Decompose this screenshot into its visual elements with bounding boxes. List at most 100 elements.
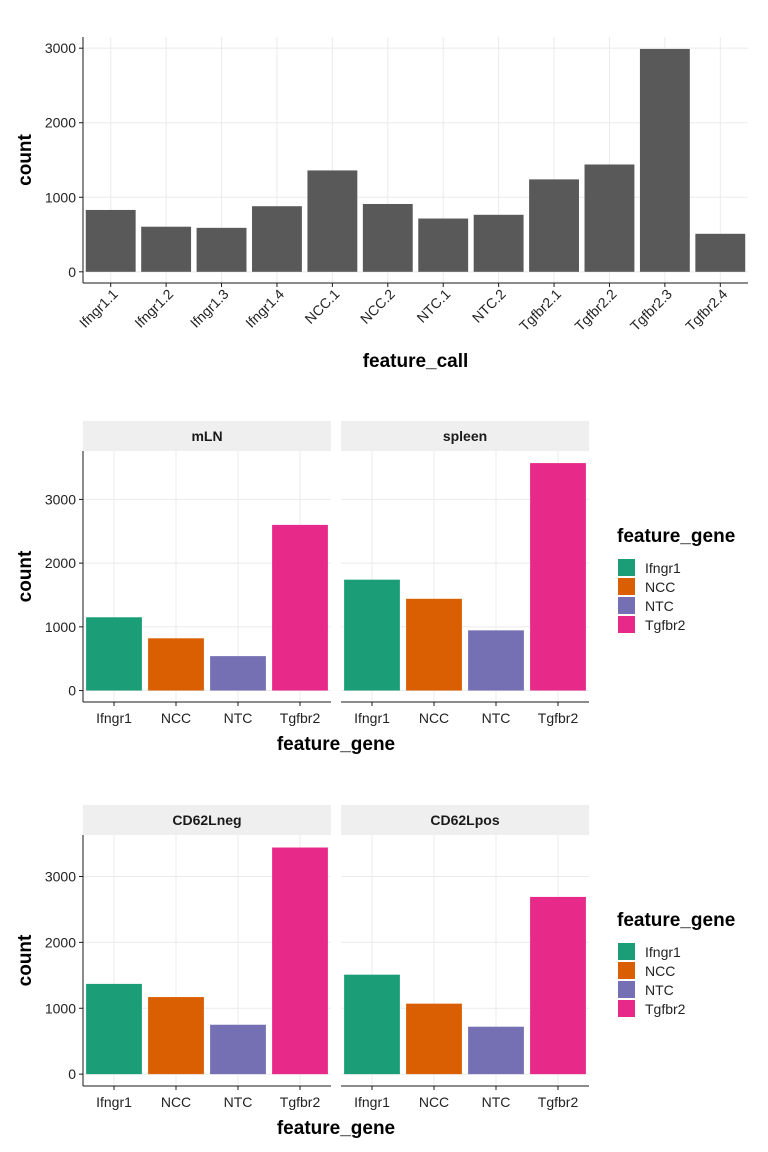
y-axis-title: count — [15, 934, 36, 986]
legend-key-Ifngr1 — [618, 559, 635, 576]
legend-label: NTC — [645, 982, 674, 998]
y-tick-label: 0 — [68, 1066, 76, 1082]
facet-strip-label: mLN — [191, 428, 222, 444]
facet-strip-label: CD62Lpos — [430, 812, 499, 828]
legend-key-Tgfbr2 — [618, 1000, 635, 1017]
y-axis-title: count — [15, 133, 36, 185]
x-axis-title: feature_gene — [277, 1118, 395, 1139]
x-axis-title: feature_gene — [277, 734, 395, 755]
bar-spleen-Ifngr1 — [344, 579, 400, 691]
x-tick-label: Ifngr1 — [354, 710, 390, 726]
legend: feature_gene Ifngr1 NCC NTC Tgfbr2 — [617, 526, 735, 633]
y-tick-label: 2000 — [45, 115, 76, 131]
x-tick-label: Ifngr1.4 — [242, 286, 287, 331]
facet-strip — [83, 421, 331, 451]
bar-spleen-NTC — [468, 630, 524, 691]
bar-Tgfbr2.2 — [584, 164, 635, 272]
legend-title: feature_gene — [617, 526, 735, 547]
x-tick-label: Tgfbr2 — [280, 1094, 321, 1110]
y-tick-label: 3000 — [45, 869, 76, 885]
legend-key-NCC — [618, 578, 635, 595]
x-tick-label: Ifngr1.3 — [187, 286, 232, 331]
bar-CD62Lpos-NCC — [406, 1003, 462, 1075]
x-tick-label: NCC — [161, 710, 191, 726]
facet-strip — [83, 805, 331, 835]
y-tick-label: 0 — [68, 264, 76, 280]
x-tick-label: NTC — [482, 1094, 511, 1110]
legend-key-Ifngr1 — [618, 943, 635, 960]
x-tick-label: Ifngr1 — [354, 1094, 390, 1110]
legend-key-NTC — [618, 981, 635, 998]
x-tick-label: NCC — [419, 1094, 449, 1110]
bar-mLN-Tgfbr2 — [272, 524, 328, 691]
facet-strip — [341, 805, 589, 835]
legend-title: feature_gene — [617, 910, 735, 931]
bar-NCC.1 — [307, 170, 358, 272]
x-tick-label: NCC — [419, 710, 449, 726]
x-tick-label: Ifngr1.1 — [76, 286, 121, 331]
y-tick-label: 1000 — [45, 1000, 76, 1016]
x-tick-label: NTC — [482, 710, 511, 726]
legend-key-Tgfbr2 — [618, 616, 635, 633]
legend-label: Tgfbr2 — [645, 617, 686, 633]
x-tick-label: Tgfbr2 — [538, 1094, 579, 1110]
facet-strip-label: spleen — [443, 428, 487, 444]
bar-spleen-NCC — [406, 598, 462, 691]
y-tick-label: 2000 — [45, 555, 76, 571]
chart-feature-call: 0 1000 2000 3000 Ifngr1.1 Ifngr1.2 Ifngr1.3 Ifn… — [15, 37, 748, 372]
y-tick-label: 1000 — [45, 189, 76, 205]
bar-CD62Lneg-NCC — [148, 997, 204, 1075]
bar-Tgfbr2.3 — [639, 48, 690, 272]
bar-CD62Lpos-Tgfbr2 — [530, 896, 586, 1075]
y-tick-label: 0 — [68, 683, 76, 699]
legend-label: Ifngr1 — [645, 560, 681, 576]
bar-mLN-NCC — [148, 638, 204, 691]
chart-faceted-1: mLN Ifngr1 NCC NTC Tgfbr2 0 1000 2000 3000 spleen… — [15, 421, 735, 755]
x-tick-label: Ifngr1 — [96, 1094, 132, 1110]
legend-label: NTC — [645, 598, 674, 614]
x-tick-label: NTC — [224, 1094, 253, 1110]
bar-Ifngr1.2 — [141, 226, 192, 272]
y-tick-label: 1000 — [45, 619, 76, 635]
bar-CD62Lpos-NTC — [468, 1026, 524, 1075]
x-tick-label: Tgfbr2 — [538, 710, 579, 726]
x-tick-label: Ifngr1 — [96, 710, 132, 726]
bar-NTC.2 — [473, 214, 524, 272]
legend-key-NCC — [618, 962, 635, 979]
legend-label: NCC — [645, 579, 675, 595]
x-tick-label: Tgfbr2 — [280, 710, 321, 726]
legend-key-NTC — [618, 597, 635, 614]
x-tick-label: NTC — [224, 710, 253, 726]
x-tick-label: Tgfbr2.3 — [627, 286, 675, 334]
bar-Ifngr1.1 — [85, 209, 136, 272]
x-tick-label: Tgfbr2.2 — [571, 286, 619, 334]
bar-CD62Lneg-NTC — [210, 1024, 266, 1075]
y-tick-label: 3000 — [45, 491, 76, 507]
y-tick-label: 3000 — [45, 40, 76, 56]
x-tick-label: NCC.2 — [357, 286, 398, 327]
bar-mLN-Ifngr1 — [86, 617, 142, 691]
x-tick-label: NTC.2 — [469, 286, 509, 326]
bar-Ifngr1.4 — [252, 206, 302, 272]
x-tick-label: Tgfbr2.4 — [682, 286, 730, 334]
facet-strip-label: CD62Lneg — [172, 812, 241, 828]
bar-NCC.2 — [362, 203, 413, 272]
x-tick-label: NCC — [161, 1094, 191, 1110]
x-axis-title: feature_call — [363, 351, 469, 372]
legend-label: NCC — [645, 963, 675, 979]
legend: feature_gene Ifngr1 NCC NTC Tgfbr2 — [617, 910, 735, 1017]
facet-strip — [341, 421, 589, 451]
bar-CD62Lneg-Tgfbr2 — [272, 847, 328, 1075]
x-tick-label: Tgfbr2.1 — [516, 286, 564, 334]
bar-Ifngr1.3 — [196, 227, 247, 272]
x-tick-label: Ifngr1.2 — [131, 286, 176, 331]
bar-CD62Lpos-Ifngr1 — [344, 974, 400, 1075]
bar-CD62Lneg-Ifngr1 — [86, 983, 142, 1075]
facet-panel-spleen: spleen Ifngr1 NCC NTC Tgfbr2 — [341, 421, 589, 726]
bar-NTC.1 — [418, 218, 469, 272]
bar-Tgfbr2.4 — [695, 233, 746, 272]
legend-label: Ifngr1 — [645, 944, 681, 960]
bar-Tgfbr2.1 — [529, 179, 579, 272]
